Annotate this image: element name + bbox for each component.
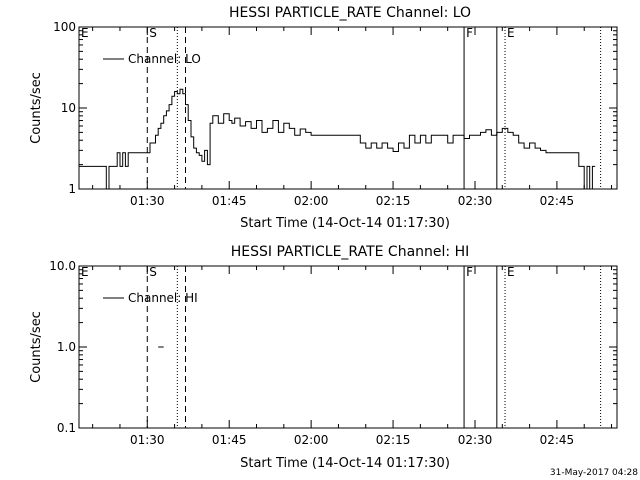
x-tick-label: 02:45 [540, 433, 575, 447]
y-ticks-hi: 0.1 1.0 10.0 [49, 259, 617, 435]
marker-label: E [81, 265, 89, 279]
y-tick-label: 1.0 [57, 340, 76, 354]
y-tick-label: 10.0 [49, 259, 76, 273]
y-tick-label: 1 [68, 182, 76, 196]
marker-label: F [466, 26, 473, 40]
chart-title-lo: HESSI PARTICLE_RATE Channel: LO [229, 5, 471, 21]
y-tick-label: 100 [53, 20, 76, 34]
marker-label: F [466, 265, 473, 279]
x-ticks-lo: 01:30 01:45 02:00 02:15 02:30 02:45 [92, 27, 613, 208]
x-tick-label: 01:45 [212, 194, 247, 208]
x-tick-label: 02:30 [458, 433, 493, 447]
legend-hi: Channel: HI [103, 291, 198, 305]
x-tick-label: 02:15 [376, 433, 411, 447]
chart-title-hi: HESSI PARTICLE_RATE Channel: HI [231, 244, 469, 260]
x-tick-label: 02:00 [294, 194, 329, 208]
x-tick-label: 01:30 [130, 194, 165, 208]
marker-label: S [149, 26, 157, 40]
series-line-lo [79, 88, 596, 190]
marker-label: E [507, 26, 515, 40]
y-tick-label: 0.1 [57, 421, 76, 435]
footer-timestamp: 31-May-2017 04:28 [550, 468, 638, 478]
series-lo [79, 88, 596, 190]
x-tick-label: 02:45 [540, 194, 575, 208]
plot-frame-lo [78, 26, 618, 190]
x-tick-label: 02:30 [458, 194, 493, 208]
plot-frame-hi [78, 265, 618, 429]
x-tick-label: 01:30 [130, 433, 165, 447]
legend-lo: Channel: LO [103, 52, 201, 66]
legend-label-lo: Channel: LO [128, 52, 201, 66]
panel-hi: HESSI PARTICLE_RATE Channel: HI Start Ti… [29, 244, 618, 471]
x-axis-label-lo: Start Time (14-Oct-14 01:17:30) [240, 216, 450, 231]
y-axis-label-lo: Counts/sec [29, 72, 44, 144]
y-tick-label: 10 [61, 101, 76, 115]
x-tick-label: 02:15 [376, 194, 411, 208]
y-axis-label-hi: Counts/sec [29, 311, 44, 383]
x-axis-label-hi: Start Time (14-Oct-14 01:17:30) [240, 456, 450, 471]
marker-label: S [149, 265, 157, 279]
legend-label-hi: Channel: HI [128, 291, 198, 305]
marker-label: E [81, 26, 89, 40]
panel-lo: HESSI PARTICLE_RATE Channel: LO Start Ti… [29, 5, 618, 231]
x-tick-label: 02:00 [294, 433, 329, 447]
marker-label: E [507, 265, 515, 279]
x-ticks-hi: 01:30 01:45 02:00 02:15 02:30 02:45 [92, 266, 613, 447]
x-tick-label: 01:45 [212, 433, 247, 447]
